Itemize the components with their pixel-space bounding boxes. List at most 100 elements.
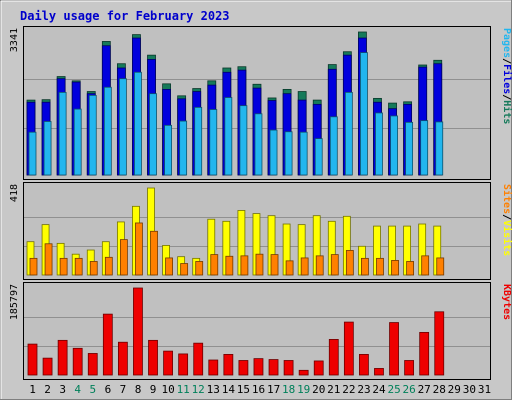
pages-bar <box>360 52 368 176</box>
x-tick-label: 3 <box>59 383 66 396</box>
sites-bar <box>376 257 384 276</box>
kbytes-bar <box>193 342 204 376</box>
series-label: Sites <box>501 184 512 214</box>
sites-bar <box>225 255 234 276</box>
sites-bar <box>74 257 83 276</box>
sites-bar <box>406 261 415 276</box>
sites-bar <box>119 239 128 276</box>
series-label: / <box>501 214 512 220</box>
series-label: Files <box>501 64 512 94</box>
pages-bar <box>28 131 37 176</box>
x-tick-label: 20 <box>312 383 325 396</box>
sites-bar <box>180 263 189 276</box>
pages-bar <box>435 121 444 176</box>
pages-bar <box>254 113 263 176</box>
y-max-label: 418 <box>9 184 20 202</box>
kbytes-bar <box>404 360 415 376</box>
pages-bar <box>194 106 203 176</box>
sites-bar <box>29 257 38 276</box>
kbytes-bar <box>328 339 339 376</box>
series-label: / <box>501 58 512 64</box>
sites-bar <box>436 257 445 276</box>
x-tick-label: 24 <box>372 383 386 396</box>
sites-bar <box>391 260 399 276</box>
kbytes-bar <box>42 357 53 376</box>
series-label: KBytes <box>501 284 512 320</box>
x-tick-label: 14 <box>222 383 236 396</box>
kbytes-bar <box>283 360 294 376</box>
x-tick-label: 9 <box>150 383 157 396</box>
x-tick-label: 8 <box>135 383 142 396</box>
x-tick-label: 6 <box>105 383 112 396</box>
kbytes-bar <box>117 341 128 376</box>
chart-title: Daily usage for February 2023 <box>20 9 230 23</box>
kbytes-bar <box>253 358 264 376</box>
pages-bar <box>149 93 157 176</box>
sites-bar <box>150 230 158 276</box>
x-tick-label: 2 <box>44 383 51 396</box>
x-tick-label: 1 <box>29 383 36 396</box>
pages-bar <box>299 131 308 176</box>
y-max-label: 185797 <box>9 284 20 320</box>
x-tick-label: 10 <box>161 383 174 396</box>
pages-bar <box>375 112 383 176</box>
sites-bar <box>330 254 339 276</box>
sites-bar <box>195 261 204 276</box>
x-tick-label: 15 <box>237 383 250 396</box>
pages-bar <box>88 94 97 176</box>
pages-bar <box>179 120 188 176</box>
x-tick-label: 21 <box>327 383 340 396</box>
sites-bar <box>345 250 354 276</box>
pages-bar <box>344 91 353 176</box>
sites-bar <box>59 257 68 276</box>
pages-bar <box>73 108 82 176</box>
kbytes-bar <box>434 311 445 376</box>
kbytes-bar <box>389 322 399 376</box>
sites-bar <box>89 261 98 276</box>
series-label: Pages <box>501 28 512 58</box>
x-tick-label: 7 <box>120 383 127 396</box>
kbytes-bar <box>133 287 143 376</box>
sites-bar <box>361 257 369 276</box>
pages-bar <box>329 116 338 176</box>
pages-bar <box>390 115 398 176</box>
series-labels-visits-sites: Sites/Visits <box>501 184 512 256</box>
series-label: / <box>501 94 512 100</box>
pages-bar <box>224 97 233 176</box>
kbytes-bar <box>163 350 173 376</box>
sites-bar <box>240 255 249 276</box>
kbytes-bar <box>238 360 249 376</box>
x-tick-label: 5 <box>89 383 96 396</box>
x-tick-label: 16 <box>252 383 265 396</box>
sites-bar <box>300 257 309 276</box>
x-tick-label: 30 <box>463 383 476 396</box>
kbytes-bar <box>72 347 83 376</box>
kbytes-bar <box>343 321 354 376</box>
pages-bar <box>118 78 127 176</box>
x-tick-label: 12 <box>192 383 205 396</box>
kbytes-bar <box>359 353 369 376</box>
sites-bar <box>210 254 219 276</box>
kbytes-bar <box>298 369 309 376</box>
x-tick-label: 29 <box>448 383 461 396</box>
pages-bar <box>284 131 293 176</box>
kbytes-bar <box>148 339 158 376</box>
series-label: Hits <box>501 100 512 124</box>
x-tick-label: 22 <box>342 383 355 396</box>
pages-bar <box>314 138 323 176</box>
kbytes-bar <box>268 359 279 376</box>
x-axis-labels: 1 2 3 4 5 6 7 8 9 10 11 12 13 14 15 16 17 18 19 20 21 22 23 24 2… <box>29 383 491 396</box>
x-tick-label: 13 <box>207 383 220 396</box>
pages-bar <box>420 120 429 176</box>
sites-bar <box>270 254 279 276</box>
y-max-label: 3341 <box>9 28 20 52</box>
sites-bar <box>135 222 143 276</box>
kbytes-bar <box>208 359 219 376</box>
kbytes-bar <box>374 368 384 376</box>
sites-bar <box>255 253 264 276</box>
kbytes-bar <box>87 353 98 376</box>
pages-bar <box>405 121 414 176</box>
kbytes-bar <box>178 353 189 376</box>
sites-bar <box>104 256 113 276</box>
pages-bar <box>164 124 172 176</box>
